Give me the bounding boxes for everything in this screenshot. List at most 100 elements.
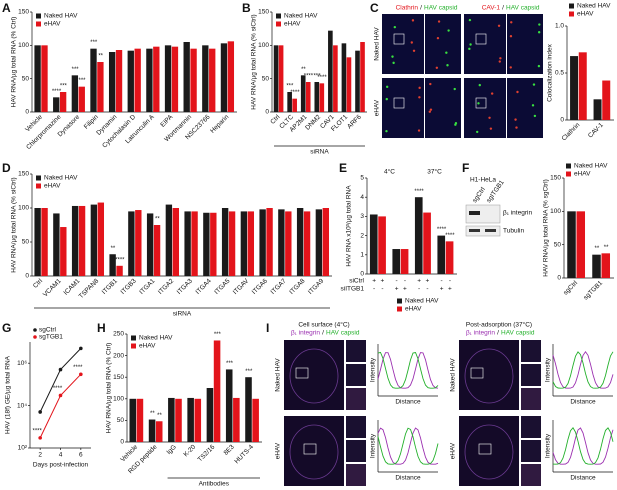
micrograph-spot (498, 60, 501, 63)
x-tick-label: ITGA6 (251, 277, 270, 296)
group-title: Cell surface (4°C) (298, 321, 349, 329)
y-axis-label: HAV RNA x10³/µg total RNA (346, 185, 353, 267)
x-row-mark: - (426, 286, 428, 293)
y-tick-label: 100 (258, 42, 269, 49)
legend-label: eHAV (284, 21, 301, 28)
bar (187, 397, 194, 442)
bar (127, 50, 134, 112)
x-axis-label: Days post-infection (33, 462, 89, 469)
micrograph-spot (411, 19, 415, 22)
bar (213, 340, 221, 442)
zoom-tile (521, 364, 541, 386)
micrograph-spot (510, 21, 513, 24)
bar (148, 419, 156, 442)
bar (116, 265, 123, 276)
y-tick-label: 250 (113, 331, 124, 338)
intensity-profile (377, 427, 439, 465)
significance-label: *** (72, 67, 80, 73)
significance-label: **** (32, 428, 42, 434)
bar (129, 398, 137, 442)
legend-swatch (131, 335, 136, 341)
legend-swatch (276, 13, 281, 19)
point (58, 367, 63, 372)
micrograph-spot (499, 57, 502, 60)
legend-swatch (131, 343, 136, 349)
micrograph-spot (453, 87, 456, 91)
micrograph (507, 78, 543, 138)
legend-label: eHAV (44, 183, 61, 190)
x-tick-label: ITGA4 (195, 277, 214, 296)
zoom-box (393, 33, 405, 45)
bar (59, 92, 67, 112)
stain-separator: / (502, 5, 504, 12)
significance-label: *** (79, 78, 87, 84)
micrograph-spot (454, 123, 457, 126)
bar (60, 227, 67, 276)
y-tick-label: 0 (360, 271, 364, 278)
legend-swatch (566, 171, 571, 177)
significance-label: **** (304, 74, 314, 80)
y-tick-label: 0 (265, 109, 269, 116)
micrograph-spot (531, 104, 535, 107)
x-row-mark: - (396, 278, 398, 285)
bar (115, 50, 123, 112)
bar (53, 97, 60, 112)
x-tick-label: 6 (79, 452, 83, 459)
zoom-tile (346, 464, 366, 486)
bar (71, 205, 79, 276)
x-row-mark: + (426, 278, 430, 285)
x-tick-label: 4 (59, 452, 63, 459)
panel-letter: F (462, 161, 469, 175)
bar (191, 211, 198, 276)
bar (183, 42, 190, 112)
bar (300, 75, 306, 112)
x-row-mark: - (441, 278, 443, 285)
significance-label: ** (301, 67, 306, 73)
bar (228, 211, 236, 276)
x-axis-label: Distance (395, 475, 421, 482)
bar (437, 235, 446, 274)
zoom-tile (521, 440, 541, 462)
blot (465, 225, 501, 237)
x-row-label: siCtrl (349, 278, 364, 285)
micrograph-spot (537, 31, 541, 34)
bar (227, 41, 235, 113)
x-tick-label: ITGA3 (176, 277, 195, 296)
cell-outline (464, 348, 514, 404)
x-tick-label: sgCtrl (562, 279, 579, 296)
panel-letter: H (97, 321, 106, 335)
x-tick-label: ITGA5 (213, 277, 232, 296)
x-axis-label: siRNA (310, 149, 329, 156)
significance-label: **** (52, 89, 62, 95)
significance-label: **** (115, 257, 125, 263)
intensity-profile (552, 427, 614, 465)
y-tick-label: 5 (360, 175, 364, 182)
y-tick-label: 50 (22, 75, 30, 82)
zoom-box (470, 367, 484, 379)
zoom-box (303, 443, 317, 455)
row-label: Naked HAV (450, 358, 457, 392)
x-tick-label: EIPA (159, 113, 175, 129)
y-axis-label: HAV RNA/µg total RNA (% sgCtrl) (543, 179, 550, 277)
bar (108, 52, 116, 112)
micrograph-spot (477, 102, 480, 105)
zoom-tile (346, 340, 366, 362)
micrograph-spot (385, 97, 388, 101)
y-tick-label: 10² (18, 445, 28, 452)
x-tick-label: HUTS-4 (233, 443, 255, 465)
bar (53, 213, 60, 276)
bar (221, 208, 229, 276)
micrograph (459, 340, 519, 410)
x-tick-label: sgTGB1 (582, 279, 604, 301)
bar (593, 99, 602, 120)
zoom-tile (346, 440, 366, 462)
zoom-tile (521, 340, 541, 362)
significance-label: **** (317, 75, 327, 81)
stain-label: Clathrin (396, 5, 419, 12)
x-row-mark: + (395, 286, 399, 293)
bar (210, 212, 217, 276)
micrograph-spot (446, 64, 449, 67)
legend-swatch (36, 175, 41, 181)
x-row-mark: - (449, 278, 451, 285)
legend-label: eHAV (44, 21, 61, 28)
